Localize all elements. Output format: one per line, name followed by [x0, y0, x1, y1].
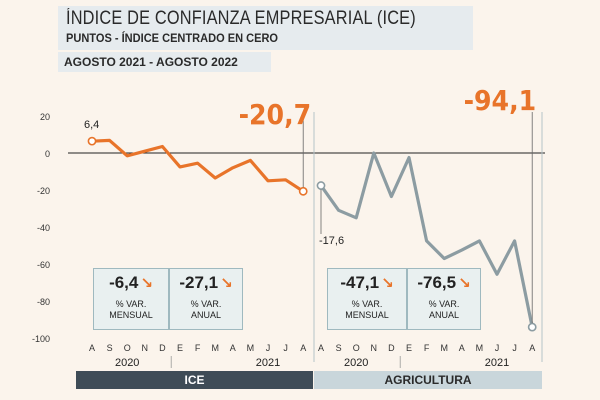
ice-month-label: S	[107, 343, 113, 353]
arrow-down-right-icon: ↘	[140, 275, 153, 292]
agri-month-label: E	[406, 343, 412, 353]
agri-month-label: J	[495, 343, 500, 353]
agri-month-label: A	[529, 343, 535, 353]
ice-month-label: O	[124, 343, 131, 353]
ice-month-label: M	[211, 343, 219, 353]
agri-month-label: A	[318, 343, 324, 353]
agri-month-label: O	[353, 343, 360, 353]
ice-year-2021: 2021	[256, 357, 280, 369]
ice-month-label: F	[195, 343, 201, 353]
arrow-down-right-icon: ↘	[220, 275, 233, 292]
agricultura-line	[319, 151, 534, 329]
y-tick-label: -100	[32, 334, 50, 344]
ice-end-label: -20,7	[239, 98, 312, 131]
agri-mensual-value: -47,1	[340, 273, 380, 292]
ice-month-label: J	[283, 343, 288, 353]
ice-month-label: A	[300, 343, 306, 353]
ice-mensual-box: -6,4 ↘ % VAR. MENSUAL	[93, 268, 169, 330]
ice-month-label: J	[266, 343, 271, 353]
ice-anual-box: -27,1 ↘ % VAR. ANUAL	[169, 268, 243, 330]
agri-end-label: -94,1	[464, 84, 537, 117]
agri-anual-value: -76,5	[417, 273, 457, 292]
ice-month-label: A	[89, 343, 95, 353]
ice-anual-label2: ANUAL	[190, 310, 221, 320]
agri-month-label: M	[440, 343, 448, 353]
y-tick-label: -40	[37, 223, 50, 233]
ice-month-label: N	[142, 343, 149, 353]
agri-start-label: -17,6	[319, 235, 344, 247]
period-label: AGOSTO 2021 - AGOSTO 2022	[64, 55, 238, 69]
ice-month-label: A	[230, 343, 236, 353]
agri-anual-box: -76,5 ↘ % VAR. ANUAL	[407, 268, 481, 330]
ice-year-2020: 2020	[115, 357, 139, 369]
ice-band: ICE	[76, 371, 313, 389]
ice-anual-value: -27,1	[179, 273, 219, 292]
agri-anual-label1: % VAR.	[428, 299, 460, 309]
arrow-down-right-icon: ↘	[381, 275, 394, 292]
y-tick-label: 20	[40, 112, 50, 122]
y-tick-label: 0	[45, 149, 50, 159]
agri-month-label: A	[459, 343, 465, 353]
agri-month-label: J	[512, 343, 517, 353]
agri-mensual-label2: MENSUAL	[345, 310, 389, 320]
ice-start-label: 6,4	[84, 119, 99, 131]
ice-month-label: M	[247, 343, 255, 353]
ice-mensual-label2: MENSUAL	[109, 310, 153, 320]
ice-mensual-value: -6,4	[109, 273, 139, 292]
ice-anual-label1: % VAR.	[190, 299, 222, 309]
ice-month-label: E	[177, 343, 183, 353]
ice-month-label: D	[159, 343, 166, 353]
ice-mensual-label1: % VAR.	[115, 299, 147, 309]
agri-month-label: D	[388, 343, 395, 353]
agri-mensual-label1: % VAR.	[351, 299, 383, 309]
agri-year-2020: 2020	[344, 357, 368, 369]
agri-mensual-box: -47,1 ↘ % VAR. MENSUAL	[327, 268, 407, 330]
agri-month-label: N	[371, 343, 378, 353]
chart-subtitle: PUNTOS - ÍNDICE CENTRADO EN CERO	[66, 31, 279, 45]
chart-title: ÍNDICE DE CONFIANZA EMPRESARIAL (ICE)	[66, 8, 416, 29]
agricultura-point	[316, 181, 326, 190]
ice-point	[298, 186, 308, 196]
arrow-down-right-icon: ↘	[458, 275, 471, 292]
agri-anual-label2: ANUAL	[428, 310, 459, 320]
period-background	[58, 52, 271, 72]
ice-point	[87, 136, 97, 146]
y-tick-label: -80	[37, 297, 50, 307]
agri-month-label: S	[336, 343, 342, 353]
agri-month-label: F	[424, 343, 430, 353]
y-tick-label: -60	[37, 260, 50, 270]
y-tick-label: -20	[37, 186, 50, 196]
agri-year-2021: 2021	[485, 357, 509, 369]
ice-line	[90, 138, 305, 193]
agri-month-label: M	[476, 343, 484, 353]
title-background	[58, 6, 473, 50]
agricultura-band: AGRICULTURA	[314, 371, 542, 389]
agricultura-point	[527, 322, 537, 332]
